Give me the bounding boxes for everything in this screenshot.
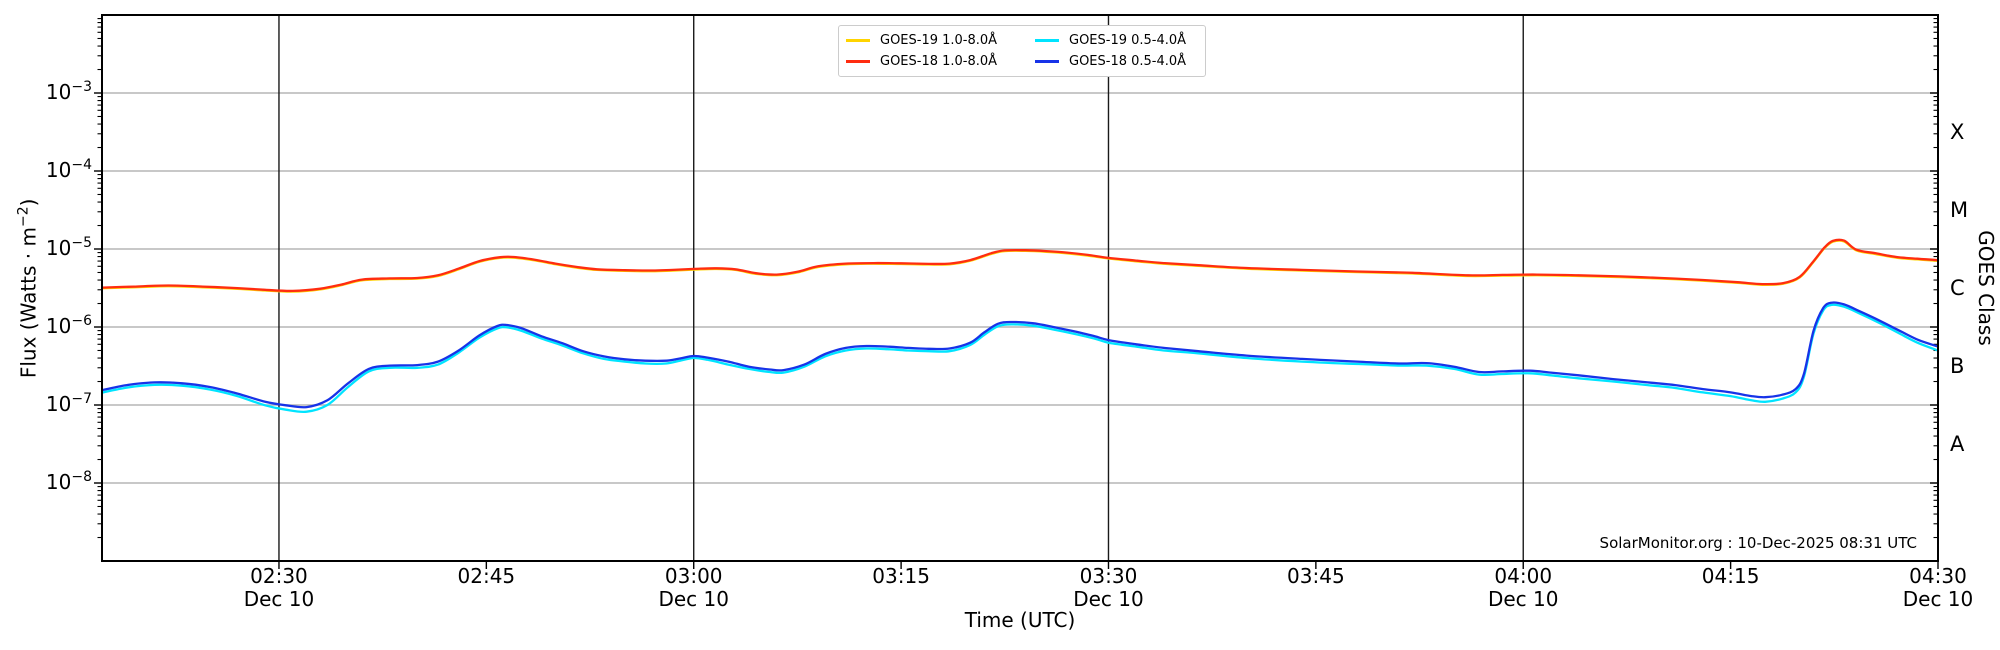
x-tick-label: 02:45 (458, 564, 516, 588)
y-axis-title-pre: Flux (Watts · m (16, 226, 41, 379)
y-tick-label: 10−6 (46, 313, 92, 338)
series-curve-1 (102, 238, 1938, 293)
x-tick-date-label: Dec 10 (658, 587, 729, 611)
legend-label-goes18-short: GOES-18 0.5-4.0Å (1069, 54, 1187, 69)
plot-border (101, 14, 1939, 562)
series-curve-0 (102, 239, 1938, 293)
x-tick-label: 02:30 (250, 564, 308, 588)
legend-entry-goes18-long: GOES-18 1.0-8.0Å (846, 51, 1009, 72)
y-tick-label: 10−3 (46, 79, 92, 104)
x-tick-label: 03:30 (1080, 564, 1138, 588)
legend-entry-goes19-short: GOES-19 0.5-4.0Å (1035, 30, 1198, 51)
x-tick-date-label: Dec 10 (1903, 587, 1974, 611)
watermark-annotation: SolarMonitor.org : 10-Dec-2025 08:31 UTC (1599, 534, 1917, 552)
legend-swatch-yellow (846, 39, 870, 42)
legend-label-goes18-long: GOES-18 1.0-8.0Å (880, 54, 998, 69)
y-tick-label: 10−4 (46, 157, 92, 182)
y-tick-label: 10−5 (46, 235, 92, 260)
legend-swatch-cyan (1035, 39, 1059, 42)
x-tick-label: 04:15 (1702, 564, 1760, 588)
x-tick-date-label: Dec 10 (1488, 587, 1559, 611)
series-curve-3 (102, 301, 1938, 409)
y-tick-label: 10−8 (46, 469, 92, 494)
x-tick-label: 03:15 (872, 564, 930, 588)
right-axis-title: GOES Class (1974, 230, 1998, 346)
y-axis-title-post: ) (16, 198, 41, 207)
x-tick-label: 04:00 (1494, 564, 1552, 588)
goes-class-label-x: X (1950, 120, 1964, 144)
legend-label-goes19-short: GOES-19 0.5-4.0Å (1069, 33, 1187, 48)
legend: GOES-19 1.0-8.0Å GOES-19 0.5-4.0Å GOES-1… (838, 25, 1206, 77)
legend-swatch-blue (1035, 60, 1059, 63)
y-axis-title: Flux (Watts · m−2) (16, 138, 41, 438)
legend-swatch-red (846, 60, 870, 63)
goes-class-label-m: M (1950, 198, 1968, 222)
goes-class-label-c: C (1950, 276, 1965, 300)
legend-label-goes19-long: GOES-19 1.0-8.0Å (880, 33, 998, 48)
x-tick-label: 03:45 (1287, 564, 1345, 588)
x-tick-label: 04:30 (1909, 564, 1967, 588)
x-tick-date-label: Dec 10 (1073, 587, 1144, 611)
y-axis-title-sup: −2 (15, 206, 32, 227)
y-tick-label: 10−7 (46, 391, 92, 416)
goes-class-label-b: B (1950, 354, 1964, 378)
x-axis-title: Time (UTC) (964, 608, 1076, 632)
legend-entry-goes19-long: GOES-19 1.0-8.0Å (846, 30, 1009, 51)
series-curve-2 (102, 303, 1938, 414)
legend-entry-goes18-short: GOES-18 0.5-4.0Å (1035, 51, 1198, 72)
goes-class-label-a: A (1950, 432, 1965, 456)
x-tick-date-label: Dec 10 (244, 587, 315, 611)
x-tick-label: 03:00 (665, 564, 723, 588)
